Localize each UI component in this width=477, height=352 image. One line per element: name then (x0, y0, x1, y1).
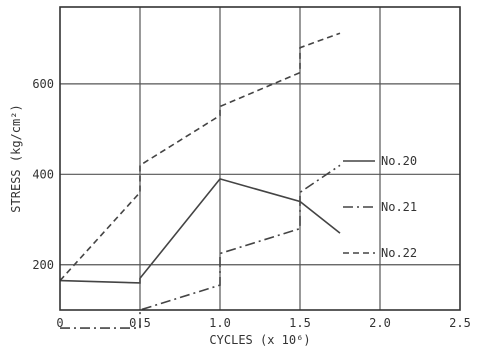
series-line-no-21 (60, 164, 341, 329)
x-tick-label: 2.5 (449, 316, 471, 330)
legend: No.20 No.21 No.22 (343, 154, 417, 260)
x-axis-title: CYCLES (x 10⁶) (209, 333, 310, 347)
legend-label: No.22 (381, 246, 417, 260)
x-tick-label: 1.0 (209, 316, 231, 330)
series-lines (59, 32, 341, 329)
legend-label: No.21 (381, 200, 417, 214)
legend-label: No.20 (381, 154, 417, 168)
y-tick-label: 400 (32, 167, 54, 181)
series-line-no-20 (59, 177, 341, 284)
x-tick-label: 1.5 (289, 316, 311, 330)
x-tick-label: 0.5 (129, 316, 151, 330)
series-line-no-22 (59, 32, 341, 282)
x-tick-label: 2.0 (369, 316, 391, 330)
tick-labels: 0 0.5 1.0 1.5 2.0 2.5 200 400 600 (32, 77, 471, 330)
plot-frame (59, 6, 461, 311)
x-tick-label: 0 (56, 316, 63, 330)
y-tick-label: 600 (32, 77, 54, 91)
y-axis-title: STRESS (kg/cm²) (9, 104, 23, 212)
y-tick-label: 200 (32, 258, 54, 272)
